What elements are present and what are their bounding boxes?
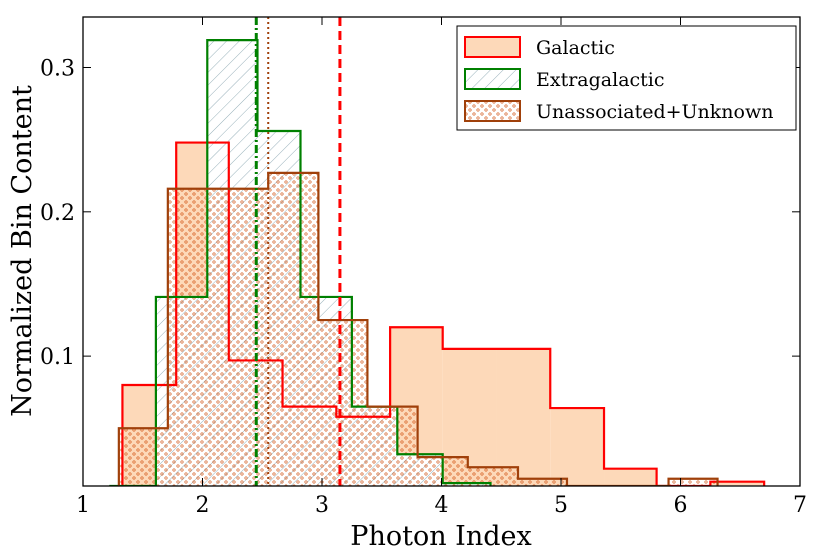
axis-ticks: 1 2 3 4 5 6 7 0.1 0.2 0.3: [40, 17, 807, 518]
x-tick-label: 3: [315, 493, 329, 518]
x-axis-title: Photon Index: [350, 521, 531, 552]
galactic-bin-fill: [496, 348, 551, 486]
galactic-bin-fill: [550, 408, 605, 486]
legend-label-galactic: Galactic: [536, 37, 615, 59]
unassociated-unknown-bin-fill: [268, 172, 319, 486]
legend-label-unassociated: Unassociated+Unknown: [536, 101, 773, 123]
x-tick-label: 2: [196, 493, 210, 518]
plot-area: [109, 38, 766, 486]
y-axis-title: Normalized Bin Content: [7, 85, 38, 417]
unassociated-unknown-bin-fill: [218, 188, 269, 486]
legend-swatch-extragalactic: [464, 68, 521, 90]
unassociated-unknown-bin-fill: [668, 478, 718, 486]
x-tick-label: 7: [793, 493, 807, 518]
galactic-histogram-outline: [121, 141, 766, 486]
legend-label-extragalactic: Extragalactic: [536, 69, 665, 91]
x-tick-label: 5: [554, 493, 568, 518]
extragalactic-histogram-outline: [109, 38, 492, 486]
galactic-bin-fill: [604, 468, 657, 486]
x-tick-label: 6: [674, 493, 688, 518]
legend: Galactic Extragalactic Unassociated+Unkn…: [456, 25, 797, 131]
x-tick-label: 4: [435, 493, 449, 518]
unassociated-unknown-bin-fill: [517, 478, 567, 486]
unassociated-unknown-bin-fill: [467, 467, 518, 486]
unassociated-unknown-bin-fill: [118, 428, 168, 486]
y-tick-label: 0.2: [40, 201, 75, 226]
y-tick-label: 0.3: [40, 57, 75, 82]
galactic-bin-fill: [710, 481, 765, 486]
legend-swatch-unassociated: [464, 100, 521, 122]
unassociated-unknown-bin-fill: [367, 406, 418, 486]
x-tick-label: 1: [76, 493, 90, 518]
legend-swatch-galactic: [464, 36, 521, 58]
unassociated-unknown-bin-fill: [318, 320, 368, 486]
unassociated-unknown-histogram-outline: [117, 171, 719, 486]
y-tick-label: 0.1: [40, 345, 75, 370]
mean-lines: [254, 17, 342, 486]
